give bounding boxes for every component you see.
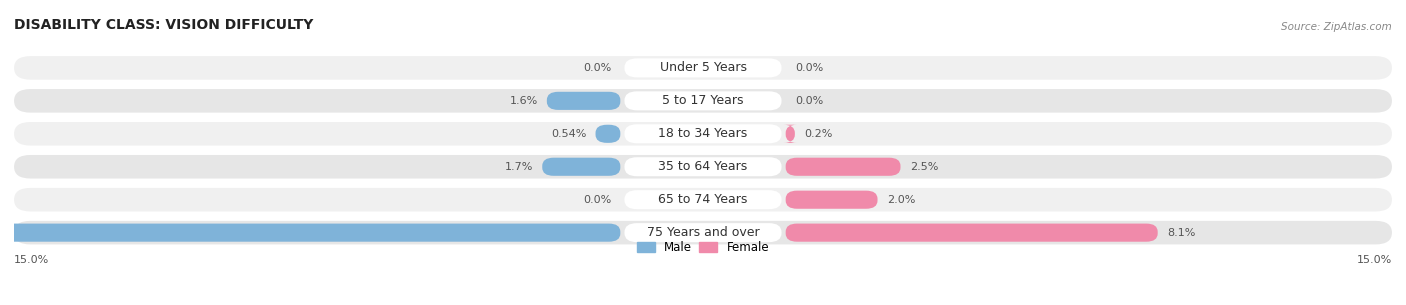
FancyBboxPatch shape (624, 190, 782, 209)
FancyBboxPatch shape (624, 91, 782, 110)
FancyBboxPatch shape (14, 221, 1392, 244)
Text: 18 to 34 Years: 18 to 34 Years (658, 127, 748, 140)
Text: 35 to 64 Years: 35 to 64 Years (658, 160, 748, 173)
Text: 15.0%: 15.0% (14, 255, 49, 265)
FancyBboxPatch shape (786, 191, 877, 209)
Text: 0.0%: 0.0% (583, 195, 612, 205)
Text: 75 Years and over: 75 Years and over (647, 226, 759, 239)
FancyBboxPatch shape (0, 224, 620, 242)
Text: 15.0%: 15.0% (1357, 255, 1392, 265)
Text: 0.0%: 0.0% (794, 63, 823, 73)
Text: 0.54%: 0.54% (551, 129, 586, 139)
FancyBboxPatch shape (543, 158, 620, 176)
FancyBboxPatch shape (786, 224, 1157, 242)
FancyBboxPatch shape (14, 155, 1392, 178)
FancyBboxPatch shape (783, 125, 797, 143)
FancyBboxPatch shape (14, 188, 1392, 211)
FancyBboxPatch shape (624, 157, 782, 176)
FancyBboxPatch shape (14, 56, 1392, 80)
Text: 8.1%: 8.1% (1167, 228, 1195, 238)
Text: DISABILITY CLASS: VISION DIFFICULTY: DISABILITY CLASS: VISION DIFFICULTY (14, 18, 314, 32)
Text: Source: ZipAtlas.com: Source: ZipAtlas.com (1281, 22, 1392, 32)
Text: 0.2%: 0.2% (804, 129, 832, 139)
Text: 1.6%: 1.6% (509, 96, 537, 106)
FancyBboxPatch shape (624, 124, 782, 143)
FancyBboxPatch shape (624, 58, 782, 77)
Text: 0.0%: 0.0% (583, 63, 612, 73)
Legend: Male, Female: Male, Female (633, 236, 773, 259)
Text: 0.0%: 0.0% (794, 96, 823, 106)
Text: 1.7%: 1.7% (505, 162, 533, 172)
Text: 5 to 17 Years: 5 to 17 Years (662, 94, 744, 107)
Text: Under 5 Years: Under 5 Years (659, 61, 747, 74)
FancyBboxPatch shape (14, 89, 1392, 113)
FancyBboxPatch shape (14, 122, 1392, 145)
FancyBboxPatch shape (624, 223, 782, 242)
FancyBboxPatch shape (786, 158, 900, 176)
FancyBboxPatch shape (547, 92, 620, 110)
FancyBboxPatch shape (596, 125, 620, 143)
Text: 65 to 74 Years: 65 to 74 Years (658, 193, 748, 206)
Text: 2.5%: 2.5% (910, 162, 938, 172)
Text: 2.0%: 2.0% (887, 195, 915, 205)
